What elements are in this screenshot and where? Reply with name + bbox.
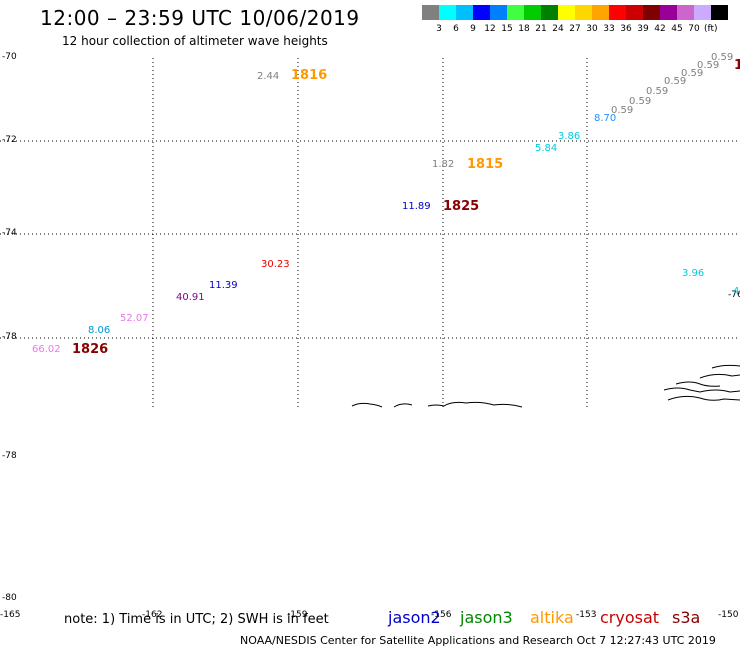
lat-tick: -70 — [2, 52, 17, 62]
wave-height-value: 0.59 — [697, 60, 720, 71]
wave-height-value: 0.59 — [681, 68, 704, 79]
lat-tick: -78 — [2, 451, 17, 461]
coastline-island-3 — [699, 373, 740, 379]
lon-tick: -150 — [718, 610, 739, 620]
lon-tick: -156 — [431, 610, 452, 620]
wave-height-value: 8.06 — [88, 325, 111, 336]
coastline-island-5 — [675, 381, 721, 387]
legend-swatch — [473, 5, 490, 20]
legend-label: 21 — [535, 24, 547, 34]
wave-height-value: 0.59 — [629, 96, 652, 107]
wave-height-value: 52.07 — [120, 313, 149, 324]
wave-height-value: 3.86 — [558, 131, 581, 142]
legend-label: 27 — [569, 24, 581, 34]
wave-height-value: 40.91 — [176, 292, 205, 303]
legend-label: 70 — [688, 24, 700, 34]
legend-swatch — [541, 5, 558, 20]
coastline-island-4 — [711, 364, 740, 369]
legend-label: 39 — [637, 24, 649, 34]
coastline-ice-shelf-3 — [427, 401, 523, 408]
legend-swatch — [626, 5, 643, 20]
legend-swatch — [575, 5, 592, 20]
legend-label: 24 — [552, 24, 564, 34]
legend-swatch — [660, 5, 677, 20]
satellite-s3a: s3a — [672, 608, 701, 627]
wave-height-value: 11.39 — [209, 280, 238, 291]
pass-time-label: 1825 — [443, 199, 480, 214]
pass-time-label: 1816 — [291, 68, 328, 83]
wave-height-value: 0.59 — [611, 105, 634, 116]
coastline — [351, 364, 740, 408]
legend-label: 15 — [501, 24, 513, 34]
wave-height-value: 0.59 — [646, 86, 669, 97]
lon-tick: -153 — [576, 610, 597, 620]
chart-subtitle: 12 hour collection of altimeter wave hei… — [62, 34, 328, 48]
legend-swatch — [439, 5, 456, 20]
wave-height-value: 4 — [733, 286, 740, 297]
coastline-island-2 — [667, 395, 740, 401]
legend-label: 3 — [436, 24, 442, 34]
graticule — [0, 58, 740, 408]
legend-swatch — [711, 5, 728, 20]
wave-height-value: 2.44 — [257, 71, 280, 82]
wave-height-value: 30.23 — [261, 259, 290, 270]
satellite-cryosat: cryosat — [600, 608, 660, 627]
lon-tick: -165 — [0, 610, 21, 620]
legend-swatch — [643, 5, 660, 20]
legend-label: 36 — [620, 24, 632, 34]
legend-swatch — [490, 5, 507, 20]
pass-time-label: 1815 — [467, 157, 504, 172]
satellite-jason2: jason2 — [388, 608, 441, 627]
satellite-jason3: jason3 — [460, 608, 513, 627]
legend-swatch — [507, 5, 524, 20]
legend-swatch — [677, 5, 694, 20]
legend-label: 9 — [470, 24, 476, 34]
legend-swatch — [609, 5, 626, 20]
wave-height-value: 11.89 — [402, 201, 431, 212]
footer-note: note: 1) Time is in UTC; 2) SWH is in fe… — [64, 612, 329, 627]
legend-swatch — [422, 5, 439, 20]
legend-swatch — [558, 5, 575, 20]
legend-unit: (ft) — [704, 24, 718, 34]
legend-label: 6 — [453, 24, 459, 34]
wave-height-value: 0.59 — [664, 76, 687, 87]
legend-swatch — [694, 5, 711, 20]
legend-label: 42 — [654, 24, 666, 34]
wave-height-value: 5.84 — [535, 143, 558, 154]
legend-label: 45 — [671, 24, 683, 34]
lon-tick: -162 — [142, 610, 163, 620]
lat-tick: -78 — [2, 332, 17, 342]
wave-height-value: 1.82 — [432, 159, 455, 170]
satellite-altika: altika — [530, 608, 574, 627]
lat-tick: -72 — [2, 135, 17, 145]
pass-time-label: 1 — [734, 58, 740, 73]
legend-label: 18 — [518, 24, 530, 34]
pass-time-label: 1826 — [72, 342, 109, 357]
coastline-ice-shelf-1 — [351, 402, 383, 408]
legend-swatch — [592, 5, 609, 20]
wave-height-value: 66.02 — [32, 344, 61, 355]
wave-height-value: 8.70 — [594, 113, 617, 124]
wave-height-value: 3.96 — [682, 268, 705, 279]
chart-title: 12:00 – 23:59 UTC 10/06/2019 — [40, 6, 360, 30]
lat-tick: -76 — [728, 290, 740, 300]
legend-label: 30 — [586, 24, 598, 34]
lat-tick: -80 — [2, 593, 17, 603]
legend-swatch — [456, 5, 473, 20]
legend-label: 12 — [484, 24, 496, 34]
coastline-island-1 — [663, 387, 740, 393]
coastline-ice-shelf-2 — [393, 403, 413, 408]
lon-tick: -159 — [287, 610, 308, 620]
lat-tick: -74 — [2, 228, 17, 238]
footer-credit: NOAA/NESDIS Center for Satellite Applica… — [240, 634, 716, 647]
wave-height-value: 0.59 — [711, 52, 734, 63]
legend-swatch — [524, 5, 541, 20]
legend-label: 33 — [603, 24, 615, 34]
